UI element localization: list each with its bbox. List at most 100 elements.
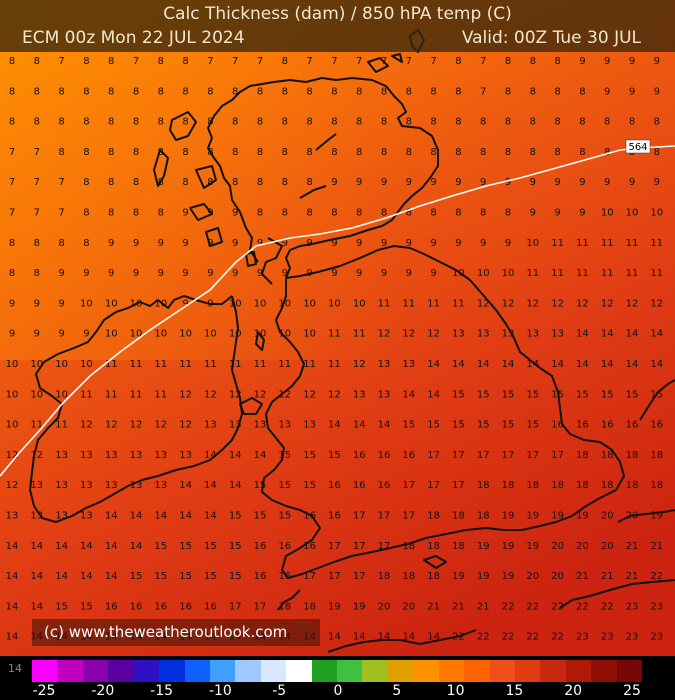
grid-value: 17 [328,541,341,552]
grid-value: 9 [604,86,610,97]
grid-value: 12 [6,450,19,461]
colour-swatch [184,660,210,682]
grid-value: 16 [254,571,267,582]
grid-value: 21 [477,601,490,612]
grid-value: 22 [526,601,539,612]
grid-value: 9 [629,86,635,97]
thickness-564-contour [0,145,675,477]
grid-value: 8 [58,147,64,158]
grid-value: 9 [83,329,89,340]
grid-value: 14 [477,359,490,370]
colour-swatch [260,660,287,682]
model-run-label: ECM 00z Mon 22 JUL 2024 [22,28,245,48]
grid-value: 18 [650,480,663,491]
grid-value: 19 [353,601,366,612]
grid-value: 19 [502,571,515,582]
grid-value: 19 [502,511,515,522]
grid-value: 14 [6,571,19,582]
grid-value: 13 [55,480,68,491]
grid-value: 15 [502,389,515,400]
grid-value: 15 [179,541,192,552]
grid-value: 15 [502,420,515,431]
grid-value: 7 [58,56,64,67]
grid-value: 14 [427,359,440,370]
grid-value: 7 [9,208,15,219]
grid-value: 8 [257,86,263,97]
grid-value: 9 [331,268,337,279]
grid-value: 13 [229,420,242,431]
grid-value: 23 [576,632,589,643]
grid-value: 14 [254,450,267,461]
grid-value: 12 [601,298,614,309]
grid-value: 11 [551,268,564,279]
grid-value: 13 [402,359,415,370]
grid-value: 14 [576,359,589,370]
grid-value: 8 [306,208,312,219]
grid-value: 16 [626,420,639,431]
grid-value: 9 [604,56,610,67]
grid-value: 13 [303,420,316,431]
grid-value: 10 [278,298,291,309]
colour-swatch [387,660,414,682]
legend-tick-label: 10 [446,683,465,699]
grid-value: 18 [452,541,465,552]
grid-value: 9 [554,177,560,188]
grid-value: 8 [282,86,288,97]
grid-value: 10 [477,268,490,279]
grid-value: 8 [282,117,288,128]
grid-value: 12 [378,329,391,340]
grid-value: 22 [551,632,564,643]
colour-scale-bar [32,660,643,682]
grid-value: 12 [427,329,440,340]
grid-value: 15 [154,571,167,582]
grid-value: 13 [278,420,291,431]
grid-value: 20 [551,571,564,582]
grid-value: 8 [83,177,89,188]
grid-value: 8 [554,147,560,158]
grid-value: 11 [402,298,415,309]
grid-value: 15 [278,511,291,522]
grid-value: 9 [654,56,660,67]
orkney [367,53,403,73]
legend-tick-label: 25 [623,683,641,699]
legend-tick-label: 15 [505,683,524,699]
grid-value: 7 [480,56,486,67]
grid-value: 17 [229,601,242,612]
grid-value: 15 [80,601,93,612]
grid-value: 22 [477,632,490,643]
grid-value: 14 [80,571,93,582]
grid-value: 15 [601,389,614,400]
grid-value: 14 [55,571,68,582]
grid-value: 9 [579,56,585,67]
grid-value: 8 [34,238,40,249]
grid-value: 8 [182,86,188,97]
grid-value: 16 [278,541,291,552]
grid-value: 17 [427,480,440,491]
grid-value: 8 [158,117,164,128]
grid-value: 15 [526,389,539,400]
colour-swatch [464,660,490,682]
grid-value: 14 [402,632,415,643]
grid-value: 9 [9,298,15,309]
grid-value: 18 [427,511,440,522]
grid-value: 15 [55,601,68,612]
grid-value: 8 [554,86,560,97]
grid-value: 15 [229,541,242,552]
grid-value: 8 [430,147,436,158]
grid-value: 14 [353,632,366,643]
grid-value: 11 [526,268,539,279]
grid-value: 9 [331,177,337,188]
grid-value: 16 [328,511,341,522]
grid-value: 15 [477,389,490,400]
legend-tick-label: 5 [392,683,402,699]
colour-swatch [591,660,617,682]
grid-value: 9 [282,268,288,279]
grid-value: 17 [402,480,415,491]
grid-value: 8 [34,117,40,128]
grid-value: 13 [105,480,118,491]
grid-value: 10 [626,208,639,219]
grid-value: 13 [204,420,217,431]
grid-value: 8 [406,86,412,97]
grid-value: 14 [353,420,366,431]
grid-value: 16 [254,541,267,552]
